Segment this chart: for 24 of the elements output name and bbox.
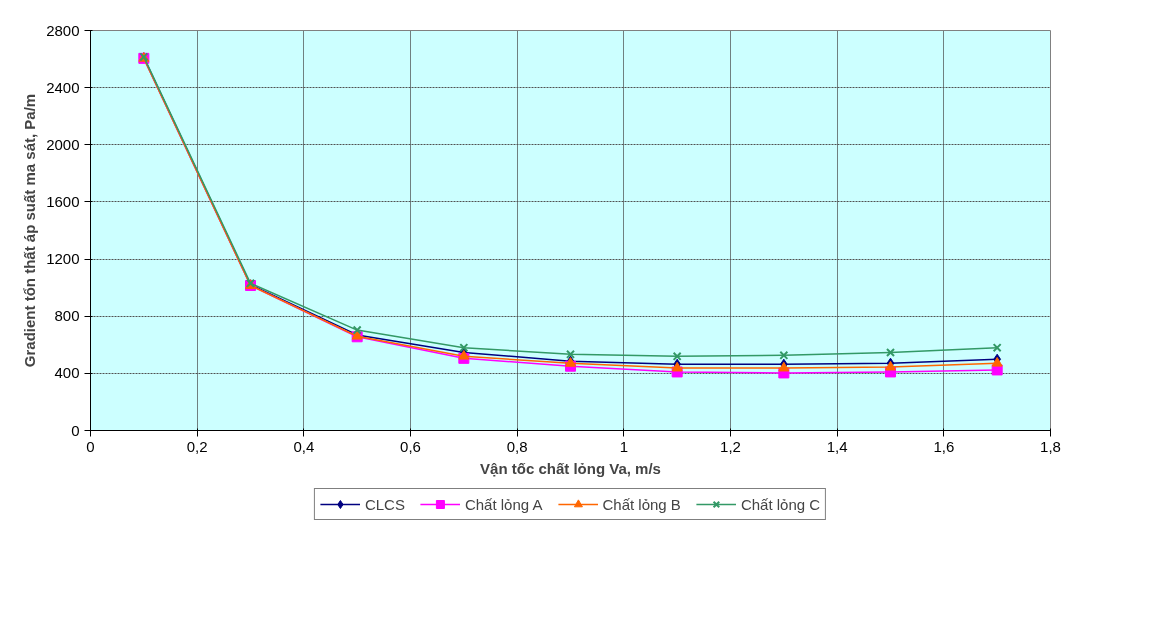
legend-label: Chất lỏng A (464, 495, 543, 513)
x-tick-label: 0,2 (186, 437, 208, 455)
legend-label: Chất lỏng B (602, 495, 681, 513)
x-tick-label: 1 (619, 437, 629, 455)
x-axis-title: Vận tốc chất lỏng Va, m/s (480, 459, 661, 477)
legend-label: CLCS (364, 495, 405, 513)
x-tick-label: 1,4 (826, 437, 848, 455)
x-tick-label: 0 (86, 437, 95, 455)
y-tick-label: 2000 (46, 135, 80, 153)
x-tick-label: 1,8 (1040, 437, 1061, 455)
y-tick-label: 1600 (46, 192, 80, 210)
x-tick-label: 0,6 (400, 437, 421, 455)
x-tick-label: 1,6 (933, 437, 955, 455)
y-tick-label: 1200 (46, 250, 80, 268)
x-tick-label: 0,8 (506, 437, 528, 455)
x-tick-label: 0,4 (293, 437, 315, 455)
legend-label: Chất lỏng C (740, 495, 821, 513)
y-tick-label: 2400 (46, 78, 80, 96)
y-tick-label: 0 (71, 421, 80, 439)
y-tick-label: 2800 (46, 21, 80, 39)
y-tick-label: 800 (54, 307, 80, 325)
y-tick-label: 400 (54, 364, 80, 382)
x-tick-label: 1,2 (720, 437, 741, 455)
y-axis-title: Gradient tổn thất áp suất ma sát, Pa/m (21, 93, 39, 368)
